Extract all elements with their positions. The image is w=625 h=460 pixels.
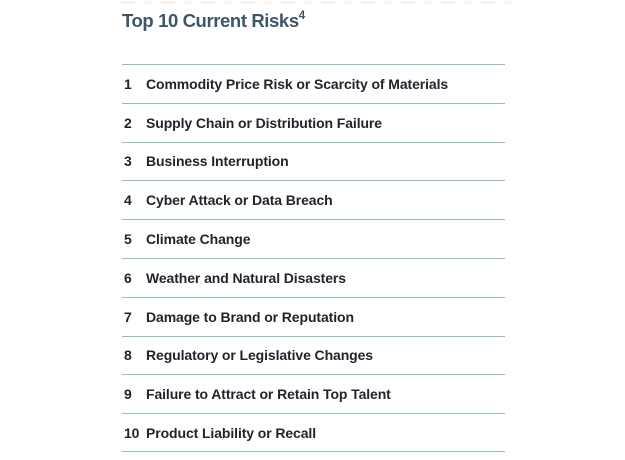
figure-content: Top 10 Current Risks4 1 Commodity Price …	[122, 9, 505, 452]
risk-rank: 10	[124, 424, 140, 441]
risk-label: Business Interruption	[146, 153, 289, 170]
footnote-marker: 4	[298, 9, 306, 22]
risk-rank: 4	[124, 192, 132, 209]
cropped-content-artifact	[121, 1, 521, 4]
risk-rank: 5	[124, 231, 132, 248]
risk-list-item: 5 Climate Change	[122, 219, 505, 258]
risk-list: 1 Commodity Price Risk or Scarcity of Ma…	[122, 64, 505, 452]
risk-list-item: 9 Failure to Attract or Retain Top Talen…	[122, 374, 505, 413]
risk-rank: 1	[124, 75, 132, 92]
page-title-text: Top 10 Current Risks	[122, 10, 299, 31]
risk-rank: 8	[124, 347, 132, 364]
risk-label: Climate Change	[146, 231, 251, 248]
risk-label: Commodity Price Risk or Scarcity of Mate…	[146, 75, 449, 92]
risk-list-item: 1 Commodity Price Risk or Scarcity of Ma…	[122, 64, 505, 103]
page-title: Top 10 Current Risks4	[122, 9, 505, 32]
risk-rank: 7	[124, 308, 132, 325]
risk-label: Damage to Brand or Reputation	[146, 308, 354, 325]
risk-list-item: 3 Business Interruption	[122, 141, 505, 181]
risk-list-item: 2 Supply Chain or Distribution Failure	[122, 102, 505, 142]
risk-list-item: 10 Product Liability or Recall	[122, 413, 505, 452]
risk-label: Cyber Attack or Data Breach	[146, 192, 333, 209]
risk-label: Regulatory or Legislative Changes	[146, 347, 373, 364]
risk-list-item: 7 Damage to Brand or Reputation	[122, 296, 505, 336]
risk-label: Supply Chain or Distribution Failure	[146, 114, 382, 131]
risk-rank: 9	[124, 386, 132, 403]
risk-list-item: 8 Regulatory or Legislative Changes	[122, 335, 505, 375]
risk-label: Weather and Natural Disasters	[146, 269, 346, 286]
risk-label: Product Liability or Recall	[146, 424, 317, 441]
risk-list-item: 4 Cyber Attack or Data Breach	[122, 180, 505, 219]
risk-list-item: 6 Weather and Natural Disasters	[122, 257, 505, 297]
risk-rank: 6	[124, 269, 132, 286]
risk-rank: 3	[124, 153, 132, 170]
risk-label: Failure to Attract or Retain Top Talent	[146, 386, 391, 403]
risk-rank: 2	[124, 114, 132, 131]
